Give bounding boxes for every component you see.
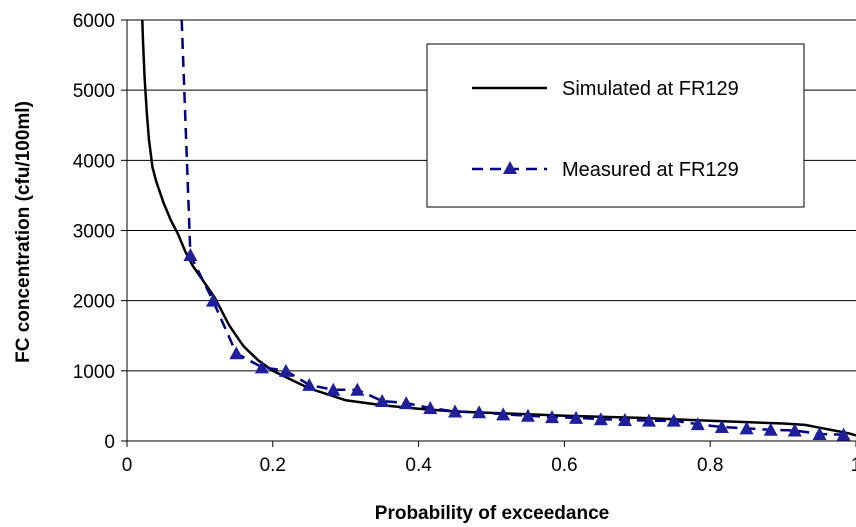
- legend-label-measured: Measured at FR129: [562, 159, 739, 181]
- measured-point: [375, 394, 390, 408]
- measured-point: [423, 401, 438, 415]
- y-tick-label: 3000: [73, 222, 115, 243]
- measured-point: [569, 410, 584, 424]
- y-tick-label: 1000: [73, 362, 115, 383]
- measured-point: [617, 412, 632, 426]
- measured-point: [763, 422, 778, 436]
- x-tick-label: 0.2: [260, 455, 286, 476]
- y-tick-labels: 0 1000 2000 3000 4000 5000 6000: [73, 11, 127, 453]
- measured-point: [641, 413, 656, 427]
- measured-point: [278, 363, 293, 377]
- measured-point: [714, 419, 729, 433]
- y-tick-label: 6000: [73, 11, 115, 32]
- x-tick-label: 1: [851, 455, 856, 476]
- series-line-simulated: [141, 19, 856, 437]
- x-tick-label: 0.8: [697, 455, 723, 476]
- measured-point: [399, 396, 414, 410]
- x-tick-label: 0.6: [551, 455, 577, 476]
- x-axis-title: Probability of exceedance: [375, 503, 609, 524]
- y-tick-label: 4000: [73, 151, 115, 172]
- measured-point: [183, 248, 198, 262]
- x-tick-labels: 0 0.2 0.4 0.6 0.8 1: [122, 441, 856, 476]
- measured-point: [836, 427, 851, 441]
- measured-point: [448, 404, 463, 418]
- y-tick-label: 2000: [73, 292, 115, 313]
- measured-point: [254, 360, 269, 374]
- legend-box: [426, 43, 805, 208]
- measured-point: [787, 423, 802, 437]
- measured-point: [520, 408, 535, 422]
- plot-area: [141, 19, 856, 441]
- measured-point: [229, 346, 244, 360]
- measured-point: [690, 417, 705, 431]
- measured-point: [812, 426, 827, 440]
- measured-point: [496, 407, 511, 421]
- legend: Simulated at FR129 Measured at FR129: [426, 43, 805, 208]
- measured-point: [666, 413, 681, 427]
- legend-marker-measured: [503, 161, 517, 174]
- measured-point: [350, 382, 365, 396]
- measured-point: [739, 421, 754, 435]
- y-axis-title: FC concentration (cfu/100ml): [13, 101, 34, 363]
- x-tick-label: 0.4: [405, 455, 432, 476]
- y-tick-label: 0: [104, 432, 115, 453]
- y-tick-label: 5000: [73, 81, 115, 102]
- measured-point: [472, 405, 487, 419]
- measured-point: [302, 377, 317, 391]
- measured-point: [326, 382, 341, 396]
- measured-point: [593, 412, 608, 426]
- measured-point: [545, 410, 560, 424]
- legend-label-simulated: Simulated at FR129: [562, 78, 739, 100]
- measured-point: [206, 293, 221, 307]
- x-tick-label: 0: [122, 455, 133, 476]
